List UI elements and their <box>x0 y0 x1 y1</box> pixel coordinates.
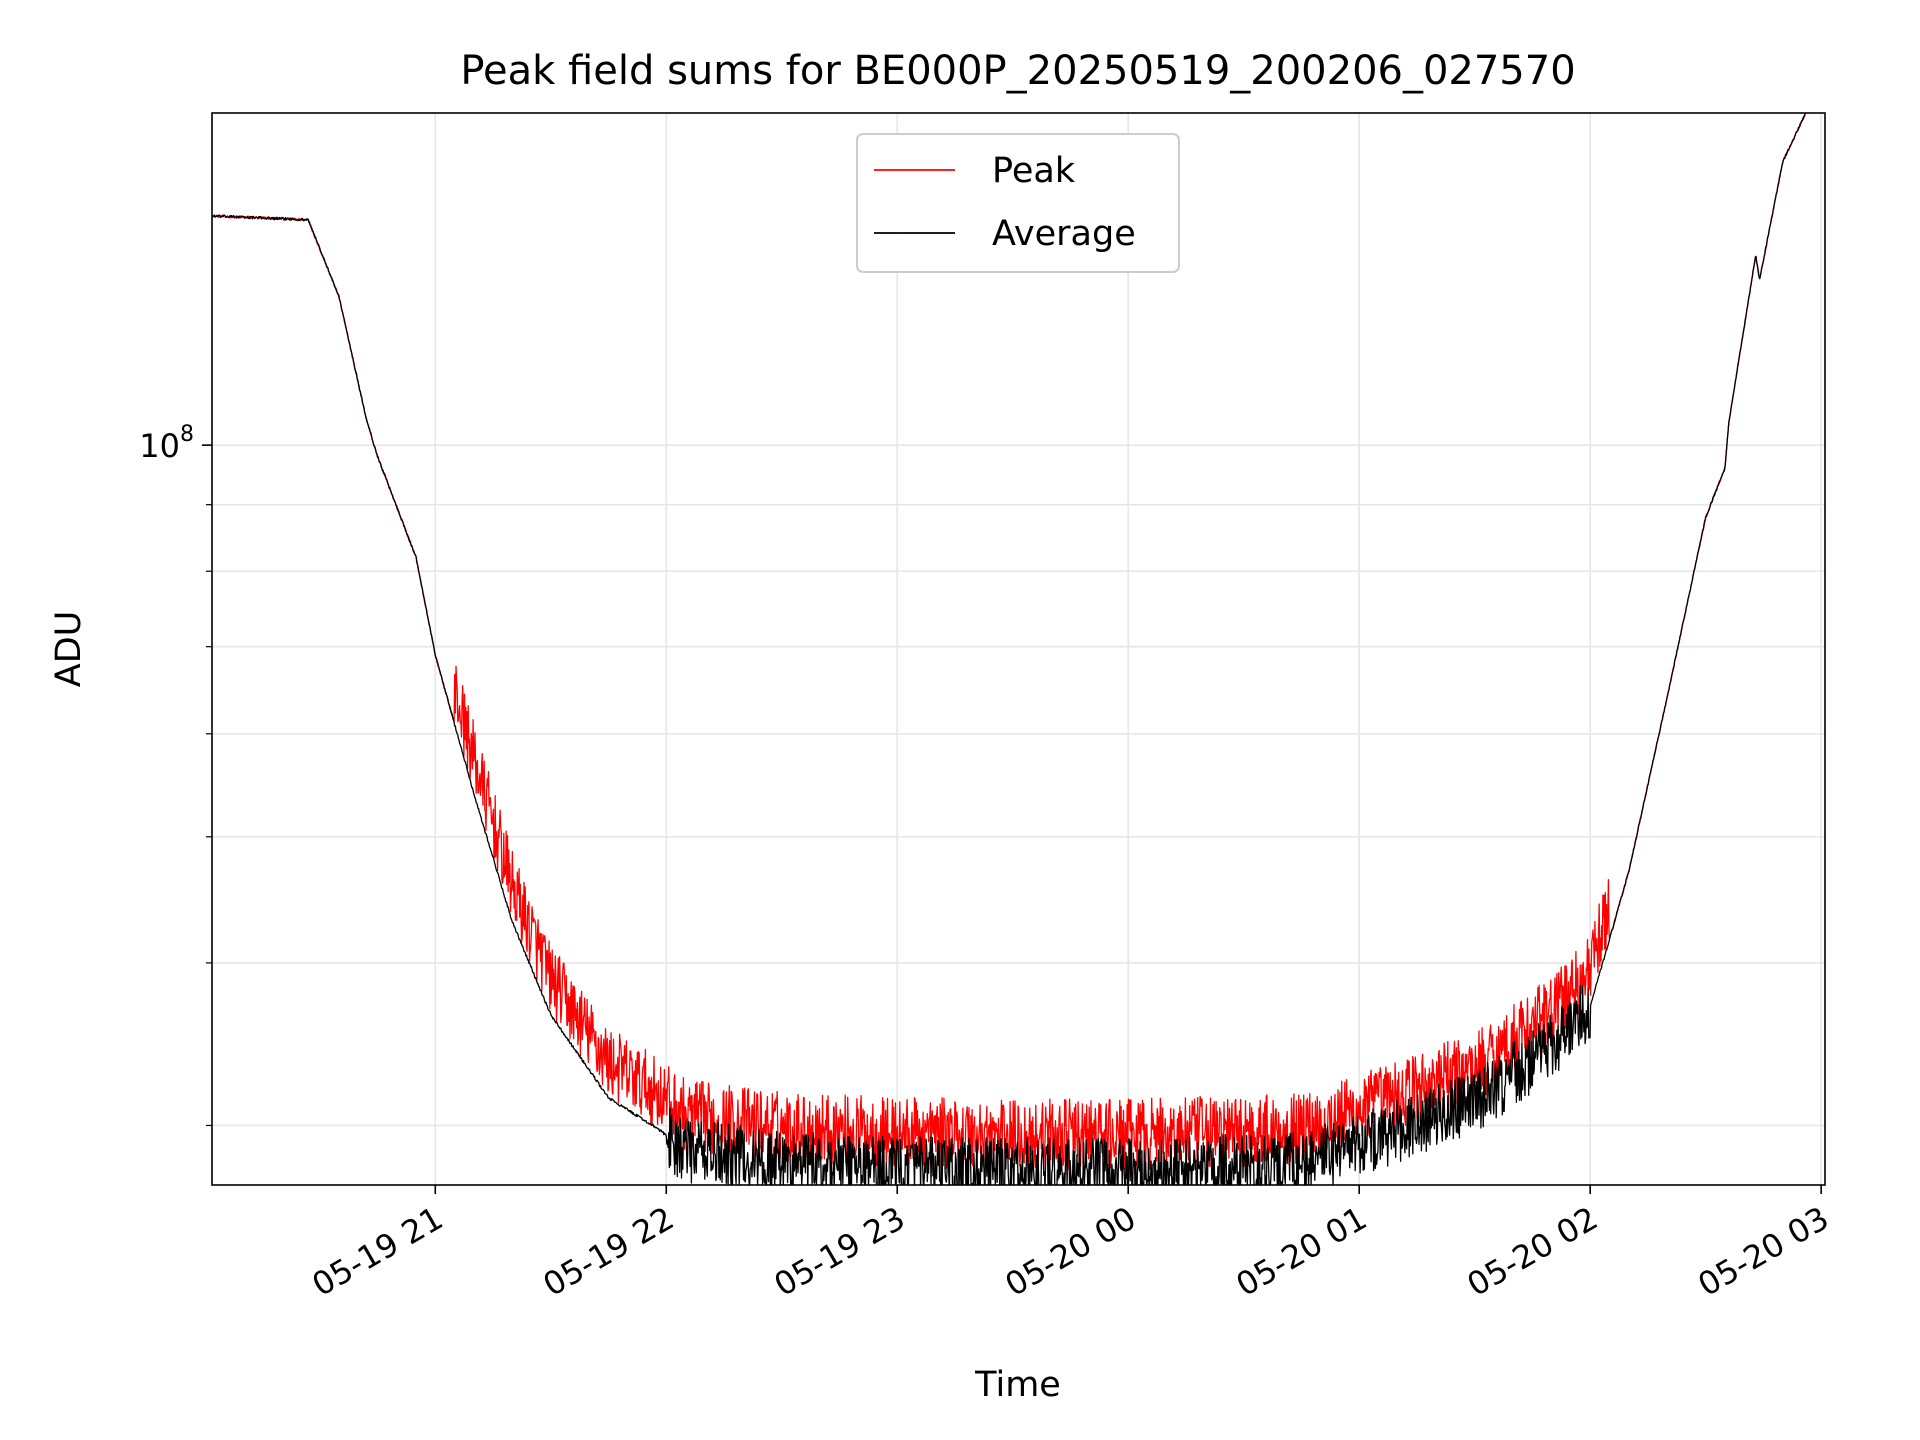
y-axis-label: ADU <box>49 611 89 688</box>
x-axis-label: Time <box>974 1365 1061 1405</box>
legend-label-average: Average <box>992 214 1136 254</box>
y-tick-label-base: 10 <box>139 427 180 465</box>
chart-title: Peak field sums for BE000P_20250519_2002… <box>460 48 1575 94</box>
grid <box>212 113 1825 1185</box>
legend: Peak Average <box>856 133 1180 273</box>
y-axis: 108 <box>139 422 212 1127</box>
y-tick-label-exponent: 8 <box>180 422 194 447</box>
legend-box <box>856 133 1180 273</box>
plot-frame <box>211 112 1826 1186</box>
y-tick-label: 108 <box>139 422 194 465</box>
legend-label-peak: Peak <box>992 151 1076 191</box>
